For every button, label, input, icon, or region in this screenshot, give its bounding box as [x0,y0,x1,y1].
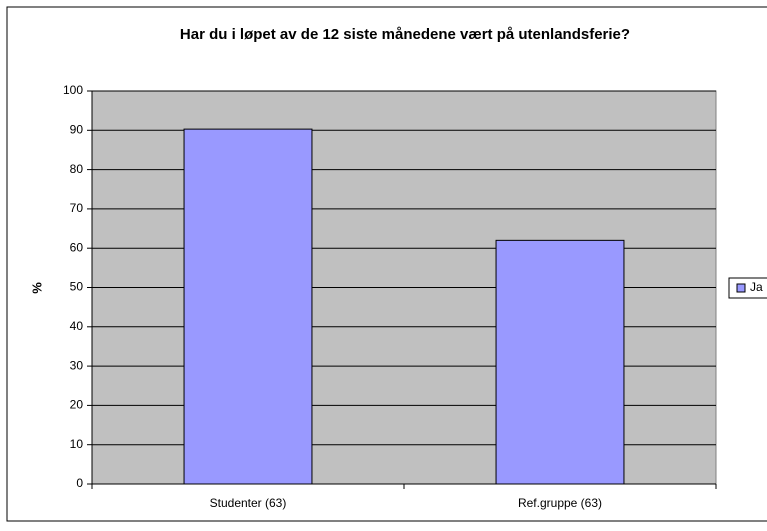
chart-title: Har du i løpet av de 12 siste månedene v… [180,26,630,43]
y-tick-label: 80 [70,162,84,176]
y-tick-label: 100 [63,83,83,97]
bar [495,239,625,485]
y-tick-label: 20 [70,398,84,412]
y-tick-label: 30 [70,358,84,372]
legend-box [728,277,767,299]
x-tick-label: Studenter (63) [210,496,287,510]
bar [183,128,313,485]
y-tick-label: 10 [70,437,84,451]
y-tick-label: 50 [70,280,84,294]
y-tick-label: 60 [70,240,84,254]
y-tick-label: 90 [70,122,84,136]
y-axis-label: % [29,282,44,294]
y-tick-label: 40 [70,319,84,333]
y-tick-label: 0 [76,476,83,490]
y-tick-label: 70 [70,201,84,215]
x-tick-label: Ref.gruppe (63) [518,496,602,510]
legend-label: Ja [750,280,763,294]
legend-swatch [736,283,746,293]
